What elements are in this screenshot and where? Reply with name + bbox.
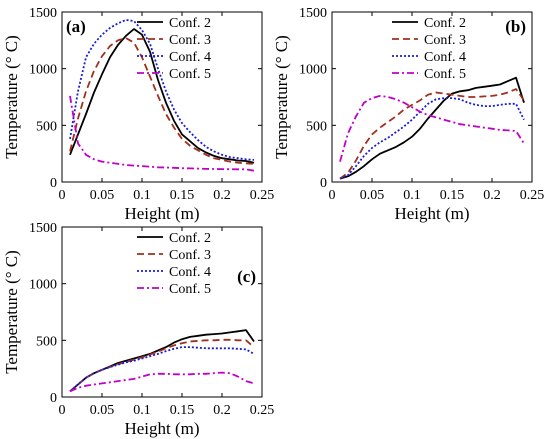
axes-frame bbox=[61, 11, 263, 183]
x-tick-label: 0.05 bbox=[90, 403, 115, 418]
series-line-conf-2 bbox=[69, 28, 255, 164]
chart-panel-0: 0 0.05 0.1 0.15 0.2 0.25 0 500 1000 1500 Height (m… bbox=[2, 6, 274, 223]
legend: Conf. 2 Conf. 3 Conf. 4 Conf. 5 bbox=[137, 16, 211, 82]
x-axis-label: Height (m) bbox=[124, 419, 199, 438]
legend-entry: Conf. 5 bbox=[424, 67, 466, 82]
series-line-conf-2 bbox=[339, 76, 525, 180]
series-line-conf-5 bbox=[339, 95, 525, 162]
x-tick-label: 0.25 bbox=[250, 188, 275, 203]
x-tick-label: 0.25 bbox=[250, 403, 275, 418]
legend-entry: Conf. 5 bbox=[169, 67, 211, 82]
x-tick-label: 0.15 bbox=[440, 188, 465, 203]
y-tick-label: 500 bbox=[36, 334, 57, 349]
y-tick-label: 1000 bbox=[29, 63, 57, 78]
series-line-conf-3 bbox=[69, 338, 255, 392]
chart-panel-2: 0 0.05 0.1 0.15 0.2 0.25 0 500 1000 1500 Height (m… bbox=[2, 221, 274, 438]
legend-entry: Conf. 3 bbox=[169, 33, 211, 48]
x-axis-label: Height (m) bbox=[394, 204, 469, 223]
series-line-conf-5 bbox=[69, 95, 255, 172]
panel-label: (c) bbox=[237, 267, 256, 286]
x-axis-label: Height (m) bbox=[124, 204, 199, 223]
x-tick-label: 0 bbox=[329, 188, 336, 203]
x-tick-label: 0.15 bbox=[170, 188, 195, 203]
series-line-conf-4 bbox=[69, 346, 255, 392]
panel-label: (a) bbox=[66, 17, 86, 36]
legend-entry: Conf. 4 bbox=[169, 265, 211, 280]
x-tick-label: 0 bbox=[59, 188, 66, 203]
x-tick-label: 0.05 bbox=[360, 188, 385, 203]
legend: Conf. 2 Conf. 3 Conf. 4 Conf. 5 bbox=[392, 16, 466, 82]
y-tick-label: 0 bbox=[50, 176, 57, 191]
series-group bbox=[69, 18, 255, 172]
legend-entry: Conf. 4 bbox=[169, 50, 211, 65]
legend: Conf. 2 Conf. 3 Conf. 4 Conf. 5 bbox=[137, 231, 211, 297]
y-tick-label: 500 bbox=[36, 119, 57, 134]
legend-entry: Conf. 5 bbox=[169, 282, 211, 297]
series-line-conf-3 bbox=[339, 88, 525, 180]
y-tick-label: 1500 bbox=[29, 221, 57, 236]
y-tick-label: 1000 bbox=[299, 63, 327, 78]
series-group bbox=[69, 329, 255, 393]
x-tick-label: 0.2 bbox=[483, 188, 501, 203]
y-tick-label: 1000 bbox=[29, 278, 57, 293]
x-tick-label: 0.05 bbox=[90, 188, 115, 203]
series-line-conf-3 bbox=[69, 37, 255, 165]
series-line-conf-5 bbox=[69, 371, 255, 393]
x-tick-label: 0 bbox=[59, 403, 66, 418]
series-line-conf-4 bbox=[339, 97, 525, 180]
legend-entry: Conf. 2 bbox=[169, 16, 211, 31]
y-tick-label: 1500 bbox=[29, 6, 57, 21]
x-tick-label: 0.1 bbox=[133, 403, 151, 418]
panel-label: (b) bbox=[505, 17, 526, 36]
y-axis-label: Temperature (° C) bbox=[2, 35, 21, 159]
x-tick-label: 0.1 bbox=[403, 188, 421, 203]
y-tick-label: 1500 bbox=[299, 6, 327, 21]
axes-frame bbox=[331, 11, 533, 183]
x-tick-label: 0.15 bbox=[170, 403, 195, 418]
x-tick-label: 0.2 bbox=[213, 188, 231, 203]
axes-frame bbox=[61, 226, 263, 398]
y-tick-label: 0 bbox=[50, 391, 57, 406]
y-tick-label: 500 bbox=[306, 119, 327, 134]
x-tick-label: 0.25 bbox=[520, 188, 545, 203]
y-axis-label: Temperature (° C) bbox=[272, 35, 291, 159]
x-tick-label: 0.1 bbox=[133, 188, 151, 203]
series-group bbox=[339, 76, 525, 180]
chart-panel-1: 0 0.05 0.1 0.15 0.2 0.25 0 500 1000 1500 Height (m… bbox=[272, 6, 544, 223]
y-tick-label: 0 bbox=[320, 176, 327, 191]
y-axis-label: Temperature (° C) bbox=[2, 250, 21, 374]
legend-entry: Conf. 3 bbox=[169, 248, 211, 263]
legend-entry: Conf. 3 bbox=[424, 33, 466, 48]
legend-entry: Conf. 4 bbox=[424, 50, 466, 65]
legend-entry: Conf. 2 bbox=[424, 16, 466, 31]
series-line-conf-4 bbox=[69, 18, 255, 161]
legend-entry: Conf. 2 bbox=[169, 231, 211, 246]
x-tick-label: 0.2 bbox=[213, 403, 231, 418]
